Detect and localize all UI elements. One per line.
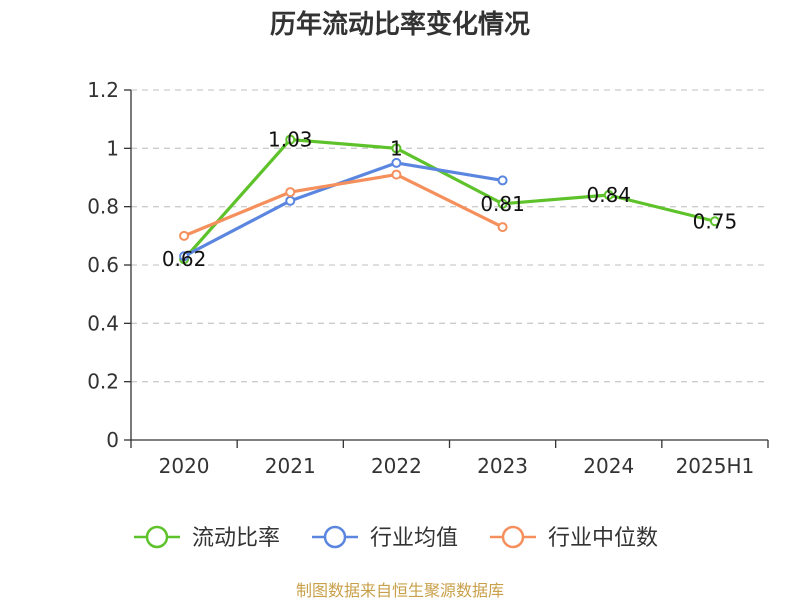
data-label: 0.75 — [693, 209, 738, 233]
legend-label: 行业中位数 — [548, 526, 658, 551]
y-tick-label: 0.6 — [87, 253, 119, 277]
data-point[interactable] — [285, 195, 296, 206]
data-point[interactable] — [497, 175, 508, 186]
data-label: 0.81 — [480, 192, 525, 216]
y-tick-label: 0.4 — [87, 311, 119, 335]
series-line-1 — [183, 161, 503, 258]
legend-label: 行业均值 — [370, 526, 458, 551]
data-point[interactable] — [709, 216, 720, 227]
data-point[interactable] — [391, 143, 402, 154]
data-label: 1.03 — [268, 128, 313, 152]
y-axis-ticks: 0 0.2 0.4 0.6 0.8 1 1.2 — [87, 78, 131, 452]
legend-marker — [501, 525, 525, 549]
chart-title: 历年流动比率变化情况 — [270, 9, 530, 40]
legend[interactable]: 流动比率 行业均值 行业中位数 — [134, 525, 658, 551]
legend-marker — [323, 525, 347, 549]
legend-item-0[interactable]: 流动比率 — [134, 525, 280, 551]
data-point[interactable] — [391, 157, 402, 168]
x-tick-label: 2021 — [265, 454, 316, 478]
data-point[interactable] — [497, 198, 508, 209]
data-point[interactable] — [497, 222, 508, 233]
source-note: 制图数据来自恒生聚源数据库 — [296, 581, 504, 600]
data-point[interactable] — [179, 230, 190, 241]
series-group — [179, 134, 720, 265]
data-label: 0.84 — [586, 183, 631, 207]
x-tick-label: 2025H1 — [676, 454, 755, 478]
legend-label: 流动比率 — [192, 526, 280, 551]
data-label: 1 — [390, 136, 403, 160]
legend-item-2[interactable]: 行业中位数 — [490, 525, 658, 551]
data-point[interactable] — [179, 251, 190, 262]
y-tick-label: 1.2 — [87, 78, 119, 102]
data-label: 0.62 — [162, 247, 207, 271]
legend-item-1[interactable]: 行业均值 — [312, 525, 458, 551]
data-point[interactable] — [603, 190, 614, 200]
legend-marker — [145, 525, 169, 549]
series-line-2 — [183, 172, 504, 238]
y-tick-label: 1 — [106, 136, 119, 160]
x-tick-label: 2020 — [159, 454, 210, 478]
x-tick-label: 2022 — [371, 454, 422, 478]
data-point[interactable] — [285, 134, 296, 145]
y-tick-label: 0 — [106, 428, 119, 452]
x-tick-label: 2024 — [583, 454, 634, 478]
data-point[interactable] — [285, 187, 296, 198]
x-tick-label: 2023 — [477, 454, 528, 478]
series-line-0 — [182, 137, 716, 261]
y-tick-label: 0.2 — [87, 370, 119, 394]
x-axis-ticks: 2020 2021 2022 2023 2024 2025H1 — [130, 440, 769, 478]
data-point[interactable] — [391, 169, 402, 180]
y-tick-label: 0.8 — [87, 195, 119, 219]
data-labels: 0.62 1.03 1 0.81 0.84 0.75 — [162, 128, 737, 272]
